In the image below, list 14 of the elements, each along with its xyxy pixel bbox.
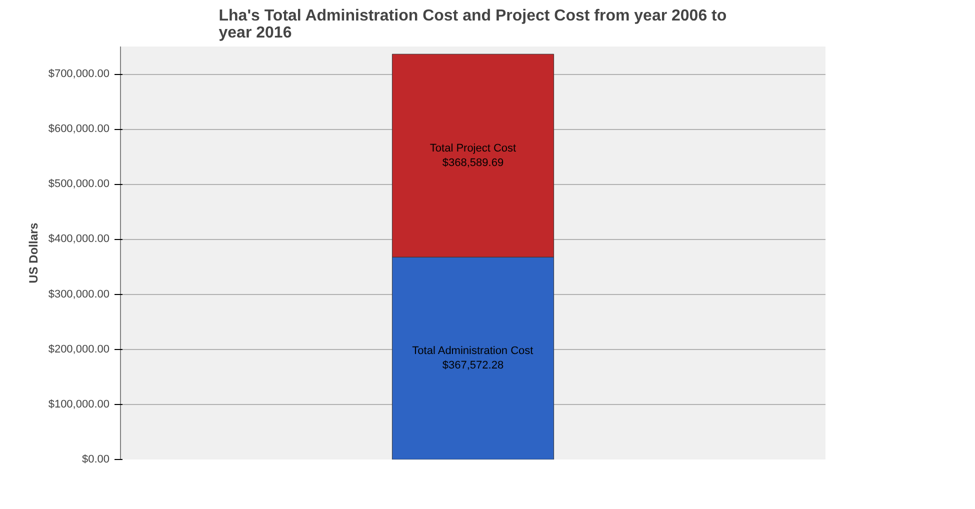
data-label: $367,572.28 (442, 359, 504, 372)
y-tick-label: $200,000.00 (48, 343, 110, 356)
y-tick-label: $300,000.00 (48, 288, 110, 300)
y-tick-label: $700,000.00 (48, 68, 110, 80)
y-tick-label: $500,000.00 (48, 178, 110, 190)
y-tick-label: $400,000.00 (48, 233, 110, 246)
y-tick-label: $600,000.00 (48, 123, 110, 136)
chart-title: Lha's Total Administration Cost and Project Cost from year 2006 to year 2016 (218, 8, 727, 42)
series-label: Total Project Cost (430, 142, 516, 154)
y-tick-label: $100,000.00 (48, 398, 110, 410)
data-label: $368,589.69 (442, 156, 504, 169)
series-label: Total Administration Cost (412, 345, 534, 358)
y-tick-label: $0.00 (82, 454, 110, 466)
y-axis-title: US Dollars (26, 222, 40, 284)
